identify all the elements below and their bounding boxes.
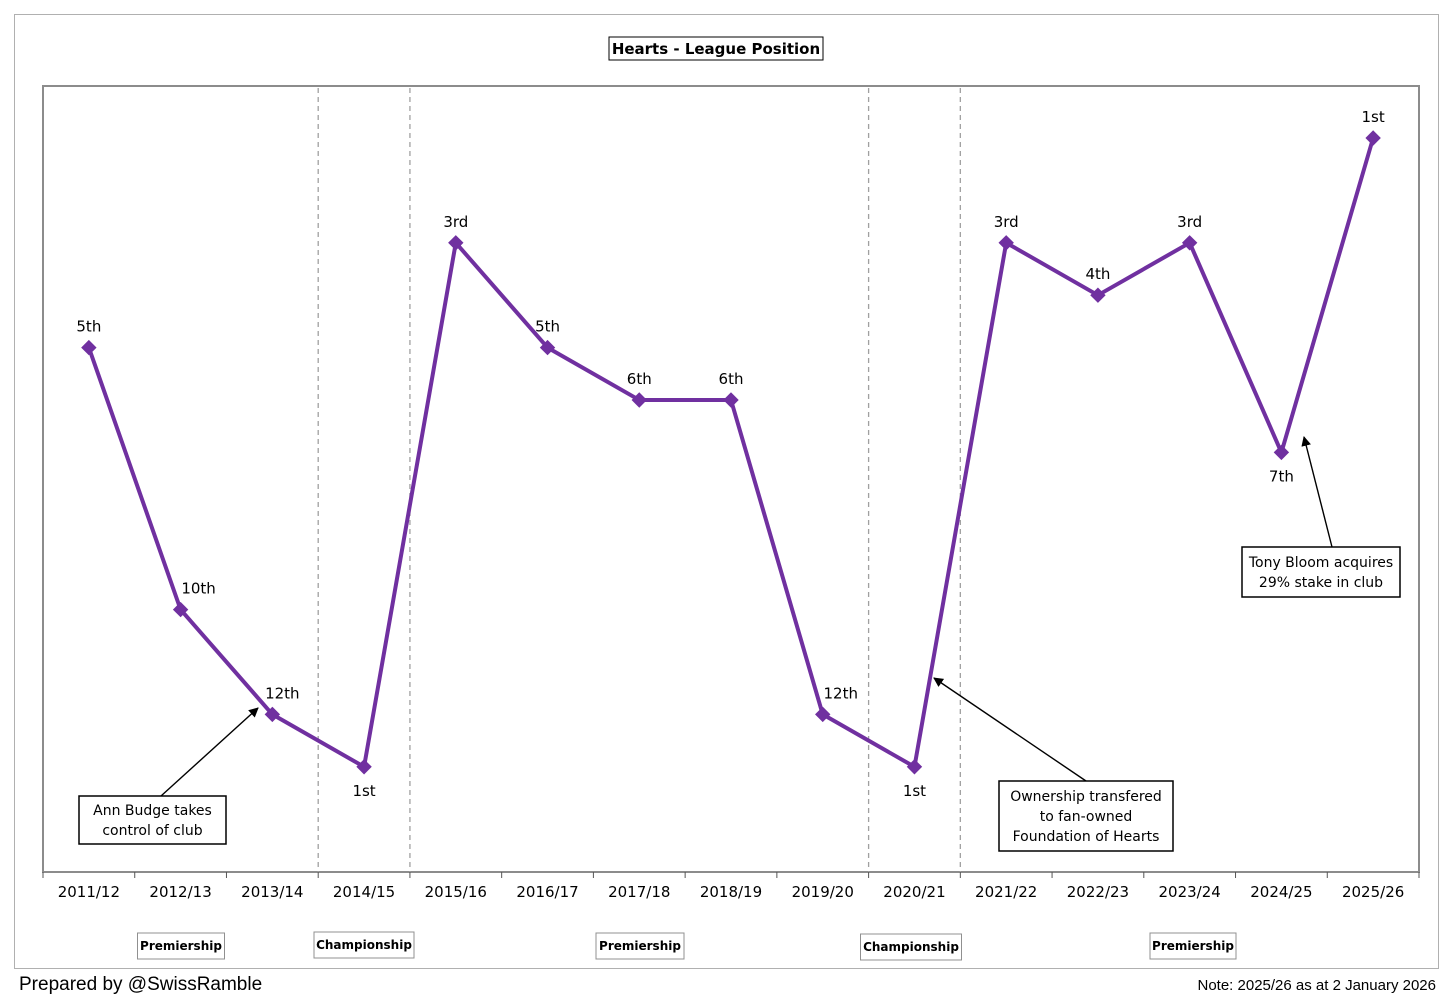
data-point: [539, 339, 556, 356]
division-label-box: [137, 932, 225, 960]
data-label: 5th: [76, 318, 101, 336]
x-tick-label: 2012/13: [149, 883, 211, 901]
data-point: [1365, 130, 1381, 146]
x-tick-label: 2025/26: [1342, 883, 1404, 901]
annotation-text: Foundation of Hearts: [1013, 829, 1160, 845]
division-label: Premiership: [599, 939, 681, 953]
division-label-box: [860, 933, 962, 961]
data-label: 4th: [1085, 265, 1110, 283]
x-tick-label: 2022/23: [1067, 883, 1129, 901]
data-label: 12th: [823, 684, 857, 702]
x-tick-label: 2015/16: [425, 883, 487, 901]
credit-text: Prepared by @SwissRamble: [19, 974, 263, 995]
data-label: 12th: [265, 684, 299, 702]
x-tick-label: 2014/15: [333, 883, 395, 901]
x-tick-label: 2013/14: [241, 883, 303, 901]
annotation-text: to fan-owned: [1040, 809, 1133, 825]
data-label: 5th: [535, 318, 560, 336]
data-point: [815, 706, 831, 723]
division-label: Championship: [863, 940, 959, 954]
x-tick-label: 2021/22: [975, 883, 1037, 901]
data-point: [448, 235, 464, 251]
division-label-box: [595, 932, 685, 960]
annotation-box: [78, 795, 227, 845]
annotation-arrow: [160, 707, 259, 797]
data-label: 1st: [352, 782, 375, 800]
plot-area: [42, 85, 1420, 873]
division-label: Premiership: [1152, 939, 1234, 953]
data-label: 3rd: [1177, 213, 1202, 231]
division-label-box: [313, 931, 415, 959]
x-tick-label: 2023/24: [1159, 883, 1221, 901]
annotation-text: Tony Bloom acquires: [1248, 555, 1393, 571]
data-point: [81, 339, 97, 356]
x-tick-label: 2017/18: [608, 883, 670, 901]
data-label: 3rd: [443, 213, 468, 231]
data-point: [631, 392, 647, 408]
annotation-text: control of club: [102, 823, 202, 839]
division-label: Championship: [316, 938, 412, 952]
annotation-box: [998, 780, 1174, 852]
x-tick-label: 2024/25: [1250, 883, 1312, 901]
division-label: Premiership: [140, 939, 222, 953]
x-tick-label: 2016/17: [516, 883, 578, 901]
data-point: [1181, 235, 1198, 251]
data-point: [172, 601, 189, 618]
annotation-text: Ann Budge takes: [93, 803, 212, 819]
data-label: 1st: [1362, 108, 1385, 126]
data-label: 6th: [627, 370, 652, 388]
annotation-text: Ownership transfered: [1010, 789, 1162, 805]
annotation-arrow: [933, 677, 1087, 782]
data-point: [1273, 444, 1290, 461]
title-box: [608, 36, 824, 61]
annotation-arrow: [1301, 436, 1333, 548]
data-point: [906, 759, 923, 775]
x-tick-label: 2019/20: [792, 883, 854, 901]
data-point: [723, 392, 739, 408]
data-label: 3rd: [994, 213, 1019, 231]
chart-frame: [14, 14, 1439, 969]
data-label: 1st: [903, 782, 926, 800]
data-point: [1090, 287, 1106, 303]
annotation-text: 29% stake in club: [1259, 575, 1383, 591]
x-tick-label: 2020/21: [883, 883, 945, 901]
data-point: [356, 759, 372, 775]
x-tick-label: 2011/12: [58, 883, 120, 901]
data-label: 10th: [181, 580, 215, 598]
note-text: Note: 2025/26 as at 2 January 2026: [1197, 977, 1436, 994]
data-label: 7th: [1269, 467, 1294, 485]
data-label: 6th: [719, 370, 744, 388]
chart-title: Hearts - League Position: [612, 40, 820, 58]
division-label-box: [1149, 932, 1237, 960]
annotation-box: [1241, 546, 1401, 598]
data-point: [264, 706, 281, 723]
data-point: [998, 235, 1014, 251]
x-tick-label: 2018/19: [700, 883, 762, 901]
